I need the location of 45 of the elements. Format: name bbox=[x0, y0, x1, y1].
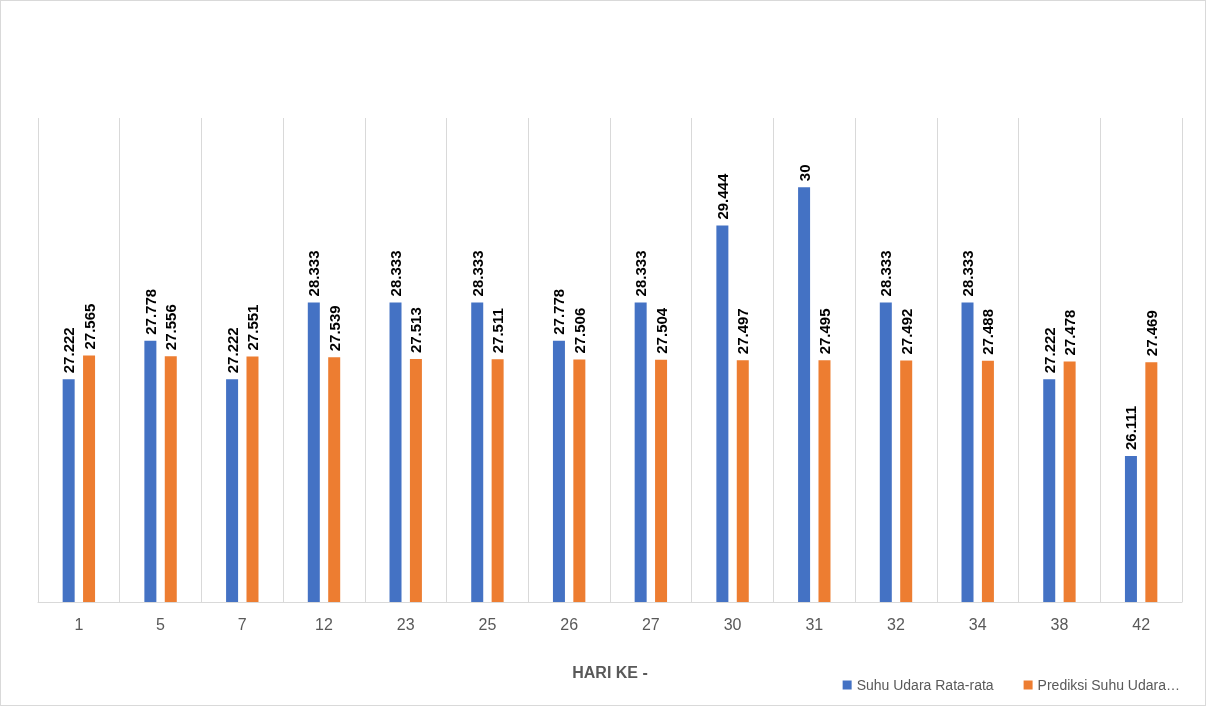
data-label: 27.497 bbox=[734, 308, 752, 355]
x-tick-label: 31 bbox=[805, 615, 824, 633]
data-label: 27.488 bbox=[979, 308, 997, 355]
data-label: 28.333 bbox=[877, 250, 895, 297]
x-tick-label: 23 bbox=[396, 615, 415, 633]
data-label: 28.333 bbox=[632, 250, 650, 297]
data-label: 27.469 bbox=[1142, 310, 1160, 357]
x-tick-label: 30 bbox=[723, 615, 742, 633]
data-label: 26.111 bbox=[1122, 405, 1140, 451]
x-tick-label: 32 bbox=[887, 615, 905, 633]
data-label: 27.778 bbox=[550, 288, 568, 335]
x-tick-label: 1 bbox=[74, 615, 84, 633]
x-tick-label: 34 bbox=[968, 615, 987, 633]
legend-label: Suhu Udara Rata-rata bbox=[856, 677, 994, 693]
data-label: 27.478 bbox=[1061, 309, 1079, 356]
legend-label: Prediksi Suhu Udara… bbox=[1037, 677, 1181, 693]
data-label: 27.565 bbox=[80, 303, 98, 350]
x-tick-label: 25 bbox=[478, 615, 497, 633]
data-label: 28.333 bbox=[305, 250, 323, 297]
x-tick-label: 38 bbox=[1050, 615, 1069, 633]
data-label: 27.551 bbox=[243, 304, 261, 351]
data-label: 27.539 bbox=[325, 305, 343, 352]
data-label: 27.556 bbox=[162, 304, 180, 351]
x-tick-label: 5 bbox=[156, 615, 166, 633]
data-label: 28.333 bbox=[959, 250, 977, 297]
data-label: 27.222 bbox=[1040, 327, 1058, 374]
data-label: 27.504 bbox=[652, 307, 670, 354]
data-label: 27.511 bbox=[489, 308, 507, 354]
data-label: 27.778 bbox=[141, 288, 159, 335]
x-tick-label: 26 bbox=[560, 615, 579, 633]
data-label: 27.495 bbox=[815, 308, 833, 355]
data-label: 28.333 bbox=[468, 250, 486, 297]
data-label: 29.444 bbox=[713, 173, 731, 220]
x-axis-title: HARI KE - bbox=[572, 663, 648, 681]
data-label: 27.513 bbox=[407, 307, 425, 354]
data-label: 27.222 bbox=[60, 327, 78, 374]
data-label: 27.222 bbox=[223, 327, 241, 374]
data-label: 28.333 bbox=[387, 250, 405, 297]
data-label: 27.492 bbox=[897, 308, 915, 355]
data-label: 30 bbox=[795, 164, 813, 182]
x-tick-label: 7 bbox=[237, 615, 247, 633]
x-tick-label: 12 bbox=[315, 615, 333, 633]
x-tick-label: 42 bbox=[1132, 615, 1151, 633]
data-label: 27.506 bbox=[570, 307, 588, 354]
x-tick-label: 27 bbox=[641, 615, 660, 633]
